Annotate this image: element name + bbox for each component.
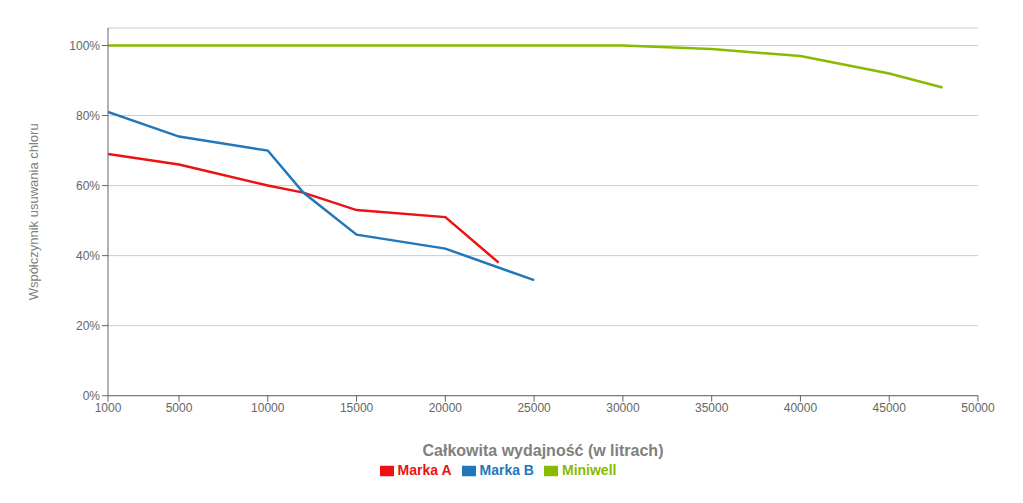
svg-text:100%: 100% (69, 39, 100, 53)
svg-text:20%: 20% (76, 319, 100, 333)
svg-text:40000: 40000 (784, 401, 818, 415)
html-text:Miniwell: Miniwell (562, 461, 617, 478)
svg-text:60%: 60% (76, 179, 100, 193)
svg-text:40%: 40% (76, 249, 100, 263)
svg-text:5000: 5000 (166, 401, 193, 415)
svg-text:Całkowita wydajność (w litrach: Całkowita wydajność (w litrach) (423, 442, 664, 459)
html-text:Marka A: Marka A (397, 461, 452, 478)
svg-text:25000: 25000 (517, 401, 551, 415)
svg-text:0%: 0% (83, 389, 101, 403)
svg-text:50000: 50000 (961, 401, 995, 415)
svg-text:35000: 35000 (695, 401, 729, 415)
svg-text:1000: 1000 (95, 401, 122, 415)
svg-text:30000: 30000 (606, 401, 640, 415)
svg-text:15000: 15000 (340, 401, 374, 415)
svg-text:45000: 45000 (873, 401, 907, 415)
svg-text:10000: 10000 (251, 401, 285, 415)
svg-text:20000: 20000 (429, 401, 463, 415)
html-text:Marka B: Marka B (479, 461, 534, 478)
svg-text:80%: 80% (76, 109, 100, 123)
svg-text:Współczynnik usuwania chloru: Współczynnik usuwania chloru (26, 123, 41, 300)
